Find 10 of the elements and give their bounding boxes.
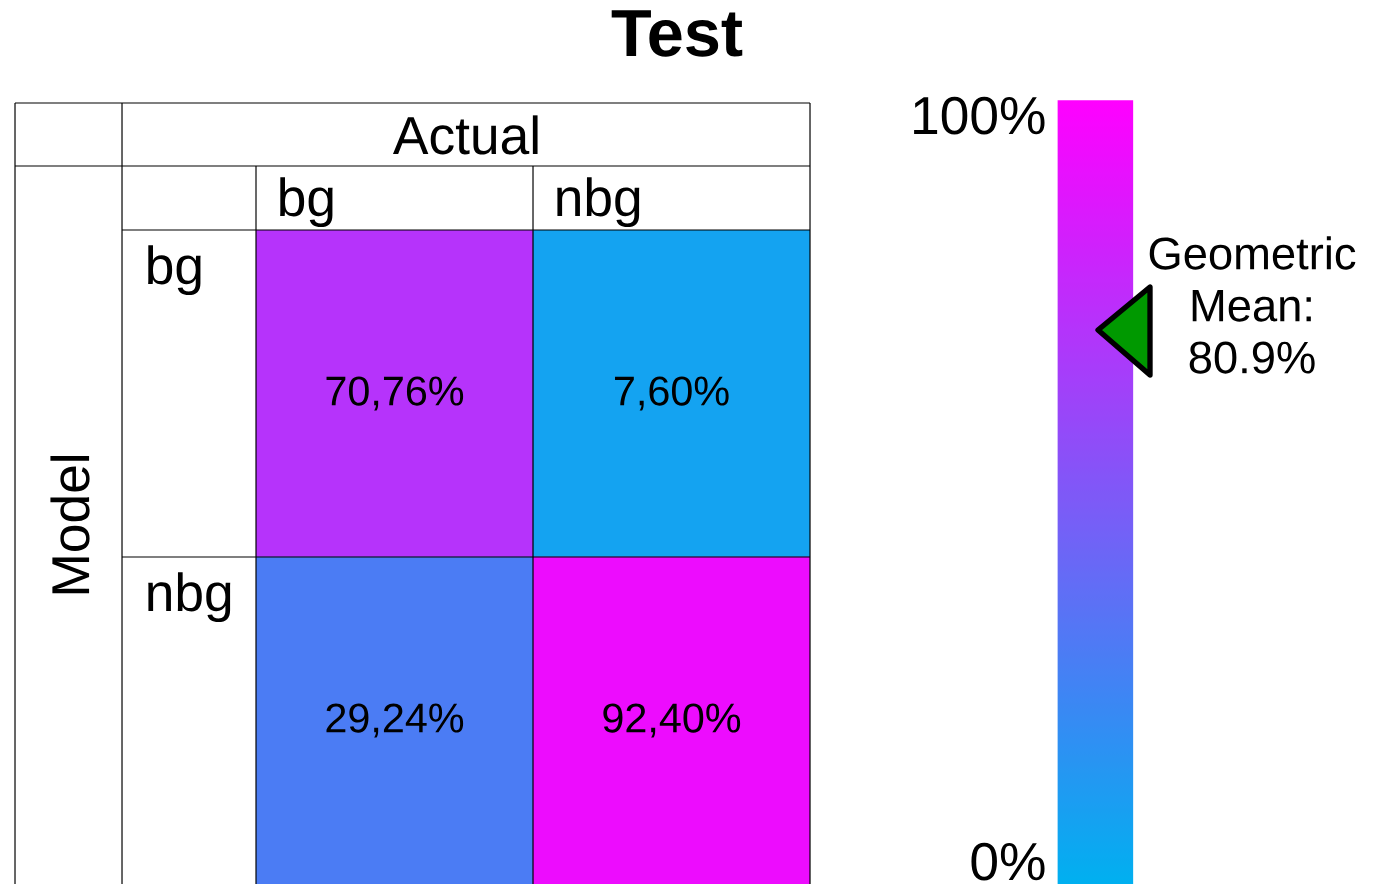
data-label: 70,76% xyxy=(326,376,464,411)
color-bar-label: 100% xyxy=(914,96,1045,135)
color-bar-label: 0% xyxy=(971,842,1045,881)
data-label: 92,40% xyxy=(603,703,741,738)
x-axis-title: Actual xyxy=(393,115,538,155)
text: Geometric Mean: 80.9% xyxy=(1149,236,1356,374)
data-label: 29,24% xyxy=(326,703,464,738)
chart-title: Test xyxy=(611,10,743,57)
data-label: 7,60% xyxy=(615,376,729,411)
y-axis-title: Model xyxy=(50,455,90,594)
